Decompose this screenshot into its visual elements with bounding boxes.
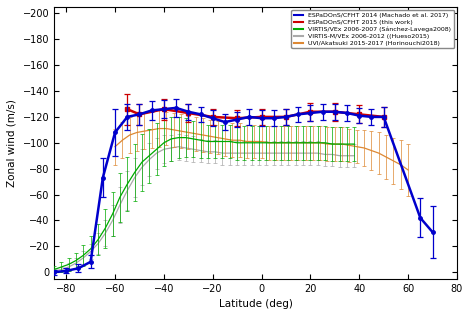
Legend: ESPaDOnS/CFHT 2014 (Machado et al. 2017), ESPaDOnS/CFHT 2015 (this work), VIRTIS: ESPaDOnS/CFHT 2014 (Machado et al. 2017)… <box>291 10 454 48</box>
Y-axis label: Zonal wind (m/s): Zonal wind (m/s) <box>7 99 17 187</box>
X-axis label: Latitude (deg): Latitude (deg) <box>219 299 292 309</box>
